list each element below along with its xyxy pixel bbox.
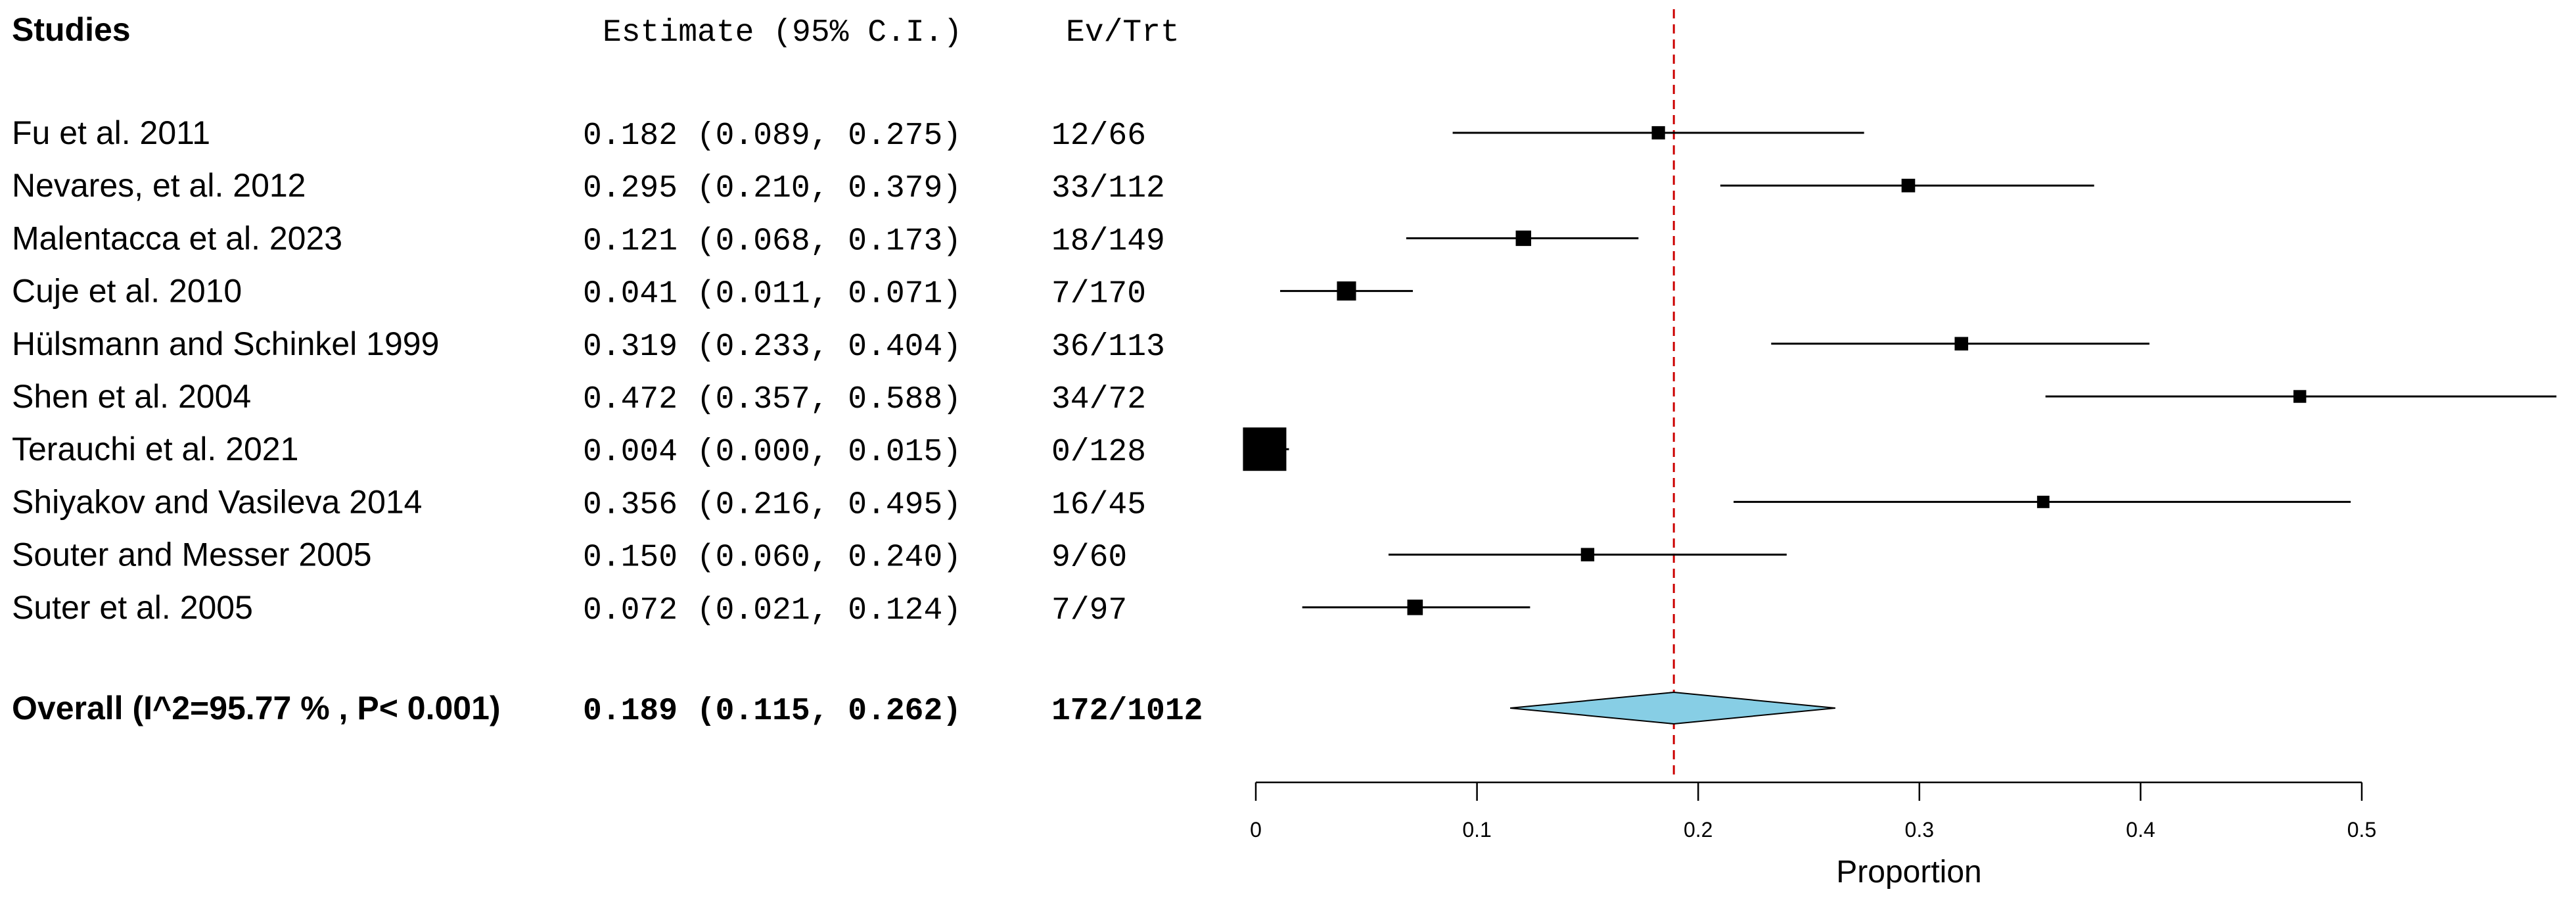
study-name: Fu et al. 2011 — [12, 114, 210, 151]
study-events: 12/66 — [1051, 118, 1146, 154]
x-tick-label: 0.2 — [1684, 818, 1713, 842]
study-ci-text: 0.121 (0.068, 0.173) — [583, 224, 961, 259]
study-name: Terauchi et al. 2021 — [12, 431, 298, 467]
study-events: 7/170 — [1051, 277, 1146, 312]
header-estimate: Estimate (95% C.I.) — [603, 15, 962, 51]
study-name: Shiyakov and Vasileva 2014 — [12, 483, 423, 520]
study-row: Terauchi et al. 2021 0.004 (0.000, 0.015)… — [12, 431, 1146, 470]
study-rows: Fu et al. 2011 0.182 (0.089, 0.275) 12/66 N… — [12, 114, 1203, 729]
study-ci-text: 0.182 (0.089, 0.275) — [583, 118, 961, 154]
x-tick-label: 0 — [1250, 818, 1262, 842]
header-studies: Studies — [12, 11, 131, 48]
study-events: 33/112 — [1051, 171, 1165, 206]
study-ci-text: 0.041 (0.011, 0.071) — [583, 277, 961, 312]
study-row: Malentacca et al. 2023 0.121 (0.068, 0.17… — [12, 220, 1165, 259]
study-ci-text: 0.295 (0.210, 0.379) — [583, 171, 961, 206]
x-tick-label: 0.1 — [1462, 818, 1491, 842]
overall-ci-text: 0.189 (0.115, 0.262) — [583, 694, 961, 729]
study-name: Suter et al. 2005 — [12, 589, 253, 626]
study-row: Suter et al. 2005 0.072 (0.021, 0.124) 7/9… — [12, 589, 1127, 629]
header-row: Studies Estimate (95% C.I.) Ev/Trt — [12, 11, 1180, 51]
study-ci-text: 0.072 (0.021, 0.124) — [583, 593, 961, 629]
study-marker — [1954, 337, 1969, 351]
study-events: 18/149 — [1051, 224, 1165, 259]
overall-label: Overall (I^2=95.77 % , P< 0.001) — [12, 690, 501, 726]
study-marker — [1243, 427, 1287, 471]
study-marker — [1337, 281, 1356, 301]
study-name: Souter and Messer 2005 — [12, 536, 372, 573]
study-events: 7/97 — [1051, 593, 1127, 629]
study-marker — [1407, 599, 1423, 615]
study-ci-text: 0.150 (0.060, 0.240) — [583, 540, 961, 576]
x-tick-label: 0.3 — [1905, 818, 1934, 842]
study-events: 36/113 — [1051, 329, 1165, 365]
study-marker — [1901, 178, 1916, 193]
study-row: Souter and Messer 2005 0.150 (0.060, 0.24… — [12, 536, 1127, 576]
header-events: Ev/Trt — [1066, 15, 1180, 51]
study-name: Malentacca et al. 2023 — [12, 220, 342, 256]
study-ci-text: 0.356 (0.216, 0.495) — [583, 487, 961, 523]
study-row: Shen et al. 2004 0.472 (0.357, 0.588) 34/7… — [12, 378, 1146, 417]
study-marker — [1651, 126, 1665, 140]
study-ci-text: 0.319 (0.233, 0.404) — [583, 329, 961, 365]
overall-row: Overall (I^2=95.77 % , P< 0.001) 0.189 (0… — [12, 690, 1203, 729]
overall-diamond — [1509, 691, 1835, 725]
study-marker — [1515, 230, 1532, 247]
study-name: Nevares, et al. 2012 — [12, 167, 306, 204]
study-events: 16/45 — [1051, 487, 1146, 523]
study-marker — [1580, 548, 1595, 561]
x-tick-label: 0.4 — [2126, 818, 2155, 842]
study-row: Cuje et al. 2010 0.041 (0.011, 0.071) 7/17… — [12, 273, 1146, 312]
study-name: Hülsmann and Schinkel 1999 — [12, 325, 439, 362]
study-marker — [2293, 390, 2307, 403]
x-tick-label: 0.5 — [2347, 818, 2376, 842]
study-row: Hülsmann and Schinkel 1999 0.319 (0.233, … — [12, 325, 1165, 365]
study-events: 34/72 — [1051, 382, 1146, 417]
study-row: Fu et al. 2011 0.182 (0.089, 0.275) 12/66 — [12, 114, 1146, 154]
study-name: Cuje et al. 2010 — [12, 273, 242, 310]
study-events: 0/128 — [1051, 435, 1146, 470]
study-name: Shen et al. 2004 — [12, 378, 251, 415]
study-marker — [2036, 495, 2050, 508]
study-row: Nevares, et al. 2012 0.295 (0.210, 0.379)… — [12, 167, 1165, 206]
plot-area: 0 0.1 0.2 0.3 0.4 0.5 Proportion — [1243, 9, 2557, 890]
study-row: Shiyakov and Vasileva 2014 0.356 (0.216, … — [12, 483, 1146, 523]
x-axis-title: Proportion — [1836, 855, 1981, 890]
study-ci-text: 0.004 (0.000, 0.015) — [583, 435, 961, 470]
overall-events: 172/1012 — [1051, 694, 1203, 729]
study-ci-text: 0.472 (0.357, 0.588) — [583, 382, 961, 417]
study-events: 9/60 — [1051, 540, 1127, 576]
